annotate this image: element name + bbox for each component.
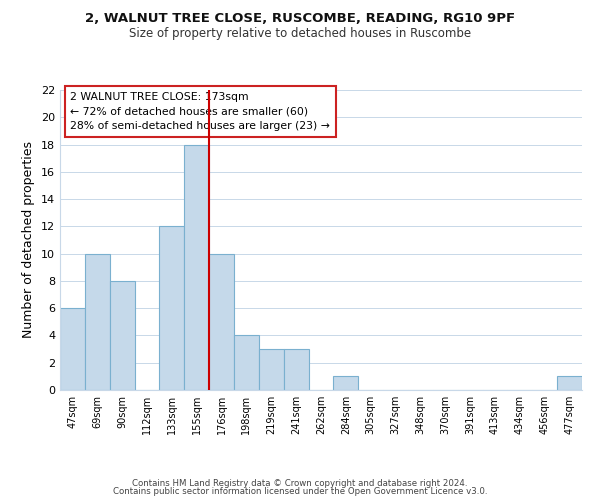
Bar: [209, 254, 234, 390]
Bar: [60, 308, 85, 390]
Y-axis label: Number of detached properties: Number of detached properties: [22, 142, 35, 338]
Bar: [110, 281, 134, 390]
Text: Size of property relative to detached houses in Ruscombe: Size of property relative to detached ho…: [129, 28, 471, 40]
Bar: [234, 336, 259, 390]
Bar: [259, 349, 284, 390]
Text: 2 WALNUT TREE CLOSE: 173sqm
← 72% of detached houses are smaller (60)
28% of sem: 2 WALNUT TREE CLOSE: 173sqm ← 72% of det…: [70, 92, 331, 131]
Text: 2, WALNUT TREE CLOSE, RUSCOMBE, READING, RG10 9PF: 2, WALNUT TREE CLOSE, RUSCOMBE, READING,…: [85, 12, 515, 26]
Bar: [184, 144, 209, 390]
Bar: [557, 376, 582, 390]
Bar: [85, 254, 110, 390]
Text: Contains HM Land Registry data © Crown copyright and database right 2024.: Contains HM Land Registry data © Crown c…: [132, 478, 468, 488]
Bar: [284, 349, 308, 390]
Text: Contains public sector information licensed under the Open Government Licence v3: Contains public sector information licen…: [113, 487, 487, 496]
Bar: [334, 376, 358, 390]
Bar: [160, 226, 184, 390]
